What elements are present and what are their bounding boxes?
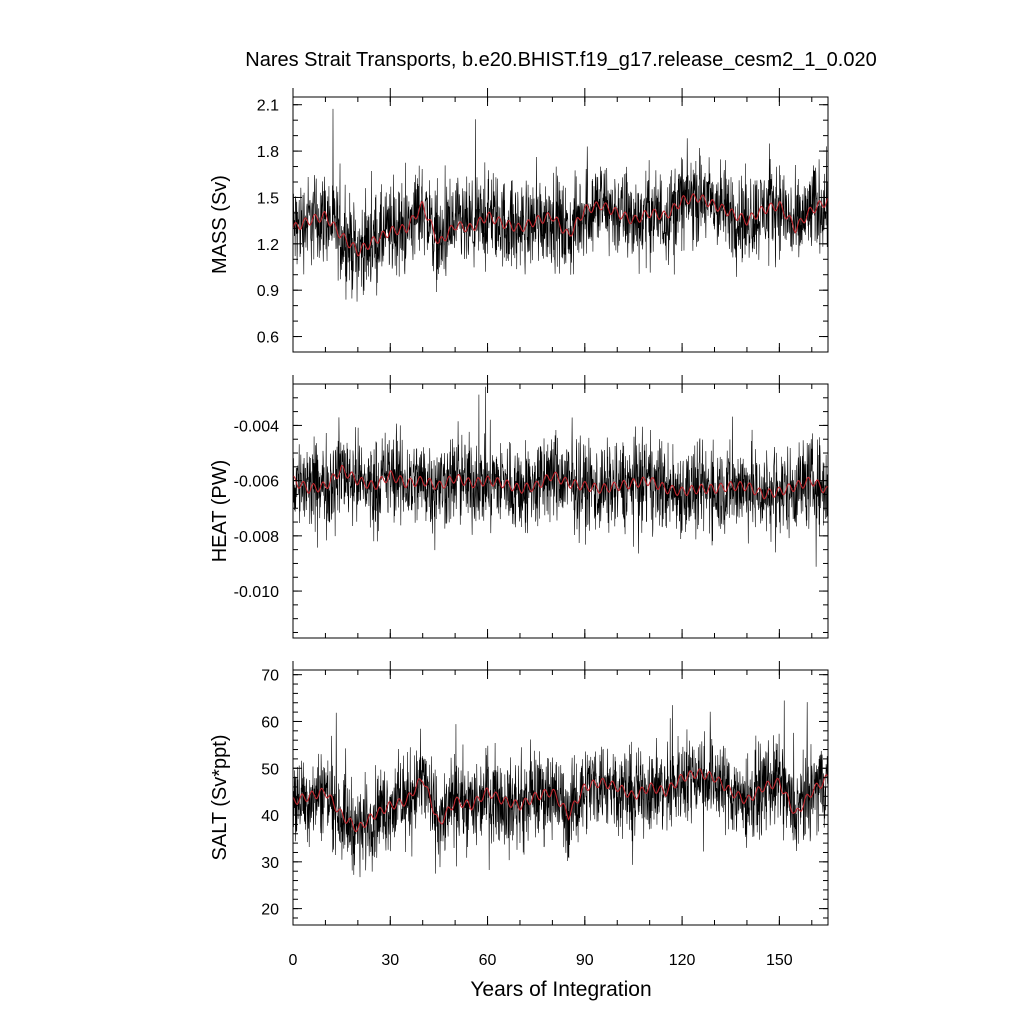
x-axis-label: Years of Integration: [470, 978, 651, 1001]
chart-title: Nares Strait Transports, b.e20.BHIST.f19…: [245, 49, 876, 71]
y-tick-label: -0.010: [234, 584, 279, 601]
panel-2: -0.010 -0.008 -0.006 -0.004 HEAT (PW): [209, 375, 829, 639]
y-tick-label: 50: [261, 761, 279, 778]
monthly-series-line: [292, 386, 829, 567]
y-tick-label: 70: [261, 668, 279, 685]
y-axis-label: MASS (Sv): [209, 175, 231, 274]
smoothed-series-line: [292, 768, 829, 833]
y-tick-label: 20: [261, 902, 279, 919]
x-tick-label: 150: [766, 952, 793, 969]
smoothed-series-line: [292, 193, 829, 257]
y-tick-label: -0.008: [234, 529, 279, 546]
monthly-series-line: [292, 700, 829, 878]
y-tick-label: -0.006: [234, 474, 279, 491]
smoothed-series-line: [292, 464, 829, 500]
y-tick-label: 2.1: [257, 98, 279, 115]
panel-1: 0.6 0.9 1.2 1.5 1.8 2.1 MASS (Sv): [209, 88, 829, 353]
y-tick-label: 0.6: [257, 330, 279, 347]
x-tick-label: 30: [381, 952, 399, 969]
plot-frame: [292, 669, 829, 926]
x-tick-label: 60: [479, 952, 497, 969]
monthly-series-line: [292, 108, 829, 302]
plot-frame: [292, 383, 829, 639]
y-axis-label: SALT (Sv*ppt): [209, 735, 231, 861]
panel-3: 20 30 40 50 60 70 SALT (Sv*ppt) 0 30 60 90 120 150: [209, 661, 829, 969]
plot-frame: [292, 96, 829, 353]
x-tick-label: 120: [669, 952, 696, 969]
y-tick-label: 1.5: [257, 190, 279, 207]
y-tick-label: 40: [261, 808, 279, 825]
x-tick-label: 90: [576, 952, 594, 969]
y-tick-label: 1.2: [257, 237, 279, 254]
x-tick-label: 0: [289, 952, 298, 969]
y-tick-label: 60: [261, 714, 279, 731]
y-tick-label: -0.004: [234, 418, 279, 435]
y-tick-label: 0.9: [257, 283, 279, 300]
y-tick-label: 30: [261, 855, 279, 872]
y-axis-label: HEAT (PW): [209, 460, 231, 563]
y-tick-label: 1.8: [257, 144, 279, 161]
